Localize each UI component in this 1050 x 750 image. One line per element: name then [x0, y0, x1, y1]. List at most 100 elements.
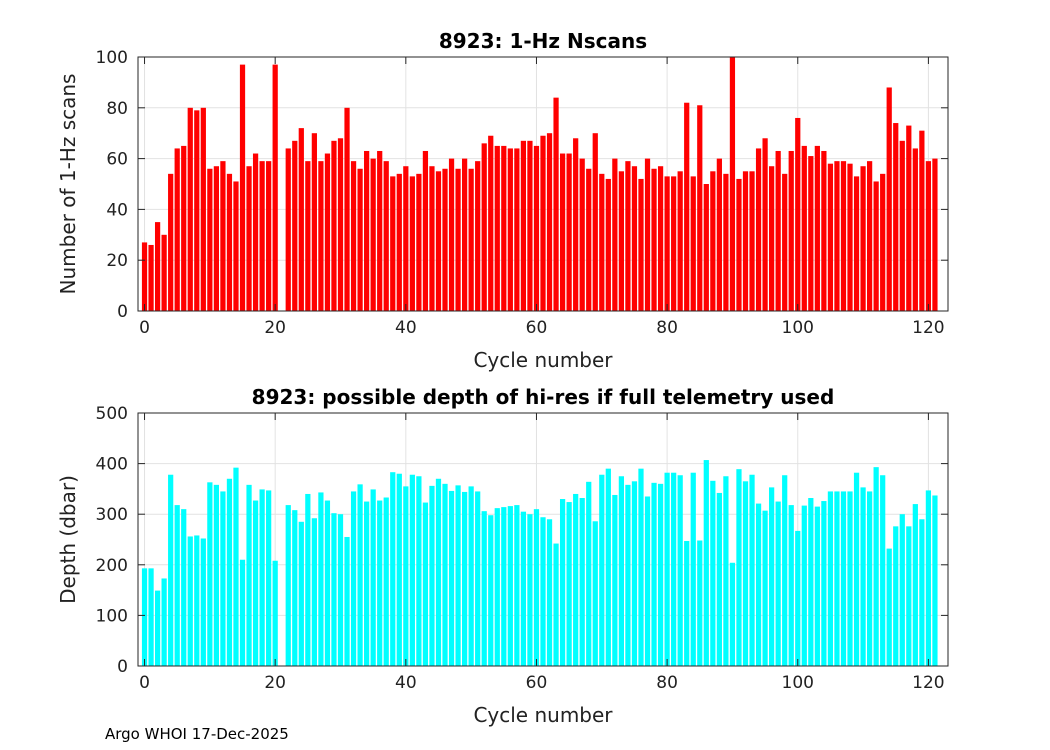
chart2-bar [605, 468, 611, 666]
chart2-bar [638, 468, 644, 666]
chart1-bar [703, 184, 709, 311]
chart1-bar [775, 150, 781, 311]
chart1-bar [762, 138, 768, 311]
chart2-bar [618, 476, 624, 666]
chart2-bar [272, 560, 278, 666]
chart1-bar [638, 178, 644, 311]
chart1-bar [559, 153, 566, 311]
chart1-bar [501, 145, 507, 311]
chart2-x-tick-label: 40 [395, 673, 417, 693]
chart1-bar [377, 150, 383, 311]
chart2-bar [801, 505, 807, 666]
chart1-bar [644, 158, 651, 311]
chart1-bar [605, 178, 611, 311]
chart1-bar [252, 153, 259, 311]
chart1-bar [429, 166, 435, 311]
chart1-bar [246, 166, 252, 311]
chart1-x-axis-label: Cycle number [473, 348, 613, 372]
chart1-bar [148, 244, 154, 311]
chart2-bar [932, 495, 938, 666]
chart2-bar [174, 505, 180, 666]
chart2-bar [710, 480, 716, 666]
chart1-bar [507, 148, 513, 311]
chart1-bar [350, 161, 357, 311]
chart1-bar [592, 133, 598, 311]
chart1-bar [292, 140, 298, 311]
chart1-bar [181, 145, 187, 311]
chart2-bar [795, 530, 801, 666]
chart2-bar [148, 568, 154, 666]
chart1-x-tick-label: 80 [656, 318, 678, 338]
chart1-bar [716, 158, 722, 311]
chart2-y-tick-label: 200 [96, 556, 128, 576]
chart2-bar [586, 481, 592, 666]
chart1-bar [671, 176, 677, 311]
chart2-bar [821, 501, 827, 666]
chart1-bar [409, 176, 415, 311]
chart2-bar [305, 493, 311, 666]
chart2-bar [906, 526, 912, 666]
chart2-bar [827, 491, 834, 666]
chart2-bar [266, 490, 272, 666]
chart1-bar [736, 178, 742, 311]
chart1-x-tick-label: 120 [912, 318, 944, 338]
chart1-bar [899, 140, 905, 311]
chart1-bar [631, 166, 638, 311]
chart1-bar [573, 138, 579, 311]
chart2-bar [364, 501, 370, 666]
chart2-bar [651, 482, 657, 666]
chart2-bar [168, 474, 174, 666]
chart1-bar [618, 171, 624, 311]
chart2-bar [847, 491, 853, 666]
chart2-bar [403, 486, 409, 666]
chart2-bar [383, 497, 389, 666]
chart1-bar [331, 140, 337, 311]
chart1-bar [213, 166, 219, 311]
chart2-bar [252, 500, 259, 666]
chart2-bar [187, 536, 193, 666]
chart1-bar [801, 145, 807, 311]
chart1-bar [448, 158, 455, 311]
chart1-bar [200, 107, 206, 311]
chart1-bar [207, 168, 213, 311]
chart1-bar [344, 107, 350, 311]
chart1-bar [697, 105, 703, 311]
chart2-bar [788, 505, 794, 666]
chart2-bar [259, 489, 265, 666]
chart2-bar [873, 467, 879, 666]
chart1-bar [912, 148, 918, 311]
chart1-bar [318, 161, 324, 311]
chart2-bar [468, 486, 474, 666]
chart2-bar [755, 503, 762, 666]
chart1-bar [357, 168, 363, 311]
chart1-bar [370, 158, 376, 311]
chart1-bar [364, 150, 370, 311]
chart2-bar [723, 476, 729, 666]
chart2-bar [912, 504, 918, 666]
chart2-bar [318, 492, 324, 666]
chart1-bar [468, 168, 474, 311]
chart1-bar [749, 171, 755, 311]
chart1-bar [742, 171, 749, 311]
chart2-bar [769, 487, 775, 666]
chart1-bar [769, 166, 775, 311]
chart2-bar [442, 483, 448, 666]
chart2-bar [331, 513, 337, 666]
chart2-bar [703, 460, 709, 666]
chart2-bar [220, 491, 226, 666]
chart1-bar [194, 110, 200, 311]
chart1-bar [403, 166, 409, 311]
chart1-bar [919, 130, 925, 311]
chart2-bar [697, 540, 703, 666]
chart2-bar [448, 490, 455, 666]
chart1-bar [893, 123, 899, 311]
chart2-bar [880, 475, 886, 666]
chart2-bar [546, 519, 553, 666]
chart2-title: 8923: possible depth of hi-res if full t… [252, 385, 835, 409]
chart1-bar [422, 150, 429, 311]
chart1-bar [579, 158, 585, 311]
chart2-bar [527, 514, 533, 666]
chart1-bar [729, 57, 736, 311]
chart2-y-axis-label: Depth (dbar) [56, 475, 80, 604]
chart2-bar [867, 491, 873, 666]
